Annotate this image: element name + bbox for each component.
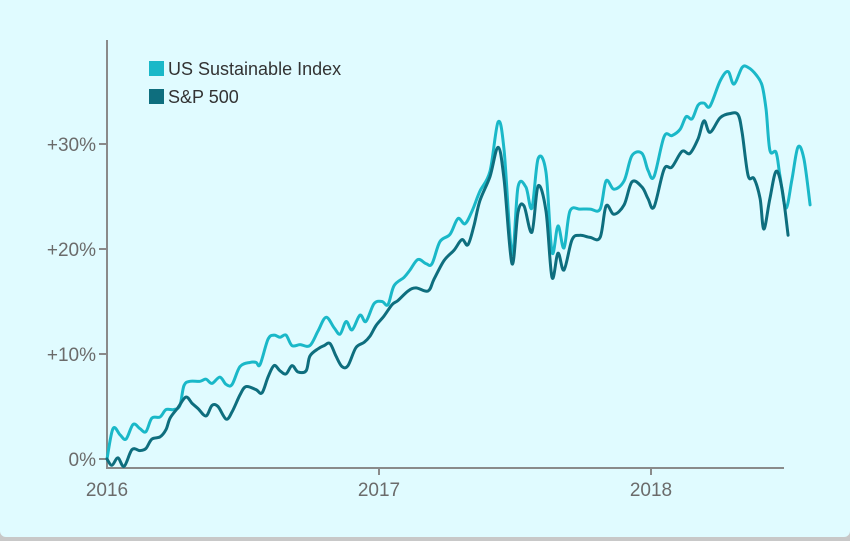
axes <box>106 40 784 469</box>
x-tick-label: 2018 <box>630 480 672 501</box>
x-tick-label: 2016 <box>86 480 128 501</box>
y-tick-label: +10% <box>47 345 96 366</box>
series-line-us-sustainable-index <box>105 64 812 461</box>
legend-swatch-us-sustainable-index <box>149 61 164 76</box>
legend: US Sustainable Index S&P 500 <box>149 59 341 107</box>
y-tick-label: 0% <box>69 450 97 471</box>
y-tick-label: +20% <box>47 240 96 261</box>
y-tick-label: +30% <box>47 135 96 156</box>
y-ticks: 0% +10% +20% +30% <box>47 135 107 471</box>
legend-label-sp500: S&P 500 <box>168 87 239 107</box>
series-line-sp500 <box>105 111 790 468</box>
series-lines <box>105 64 812 468</box>
x-ticks: 2016 2017 2018 <box>86 468 672 501</box>
legend-swatch-sp500 <box>149 89 164 104</box>
legend-label-us-sustainable-index: US Sustainable Index <box>168 59 341 79</box>
x-tick-label: 2017 <box>358 480 400 501</box>
